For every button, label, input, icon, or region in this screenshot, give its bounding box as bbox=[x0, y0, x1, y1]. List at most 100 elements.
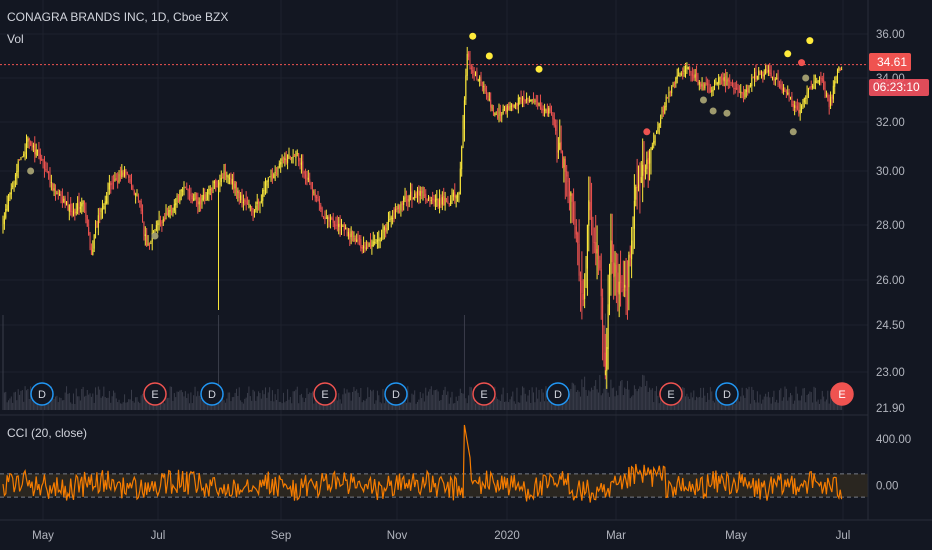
volume-bar bbox=[150, 401, 152, 410]
volume-bar bbox=[436, 389, 438, 410]
candle-body bbox=[614, 263, 616, 277]
volume-bar bbox=[533, 392, 535, 410]
volume-bar bbox=[682, 387, 684, 410]
volume-bar bbox=[621, 379, 623, 410]
candle-body bbox=[338, 223, 340, 227]
volume-bar bbox=[191, 403, 193, 410]
volume-bar bbox=[602, 393, 604, 410]
volume-bar bbox=[129, 399, 131, 410]
candle-body bbox=[816, 81, 818, 83]
earnings-marker[interactable]: E bbox=[830, 382, 854, 406]
volume-bar bbox=[452, 403, 454, 410]
candle-body bbox=[401, 203, 403, 205]
event-label: D bbox=[392, 389, 400, 401]
candle-body bbox=[650, 147, 652, 151]
candle-body bbox=[745, 89, 747, 92]
volume-bar bbox=[78, 396, 80, 410]
volume-bar bbox=[632, 395, 634, 410]
candle-body bbox=[235, 184, 237, 194]
candle-body bbox=[693, 74, 695, 79]
volume-bar bbox=[459, 388, 461, 410]
volume-bar bbox=[135, 397, 137, 410]
dividend-marker[interactable]: D bbox=[715, 382, 739, 406]
dividend-marker[interactable]: D bbox=[30, 382, 54, 406]
earnings-marker[interactable]: E bbox=[313, 382, 337, 406]
candle-body bbox=[27, 138, 29, 142]
volume-bar bbox=[28, 398, 30, 410]
candle-body bbox=[520, 97, 522, 103]
volume-bar bbox=[810, 392, 812, 410]
candle-body bbox=[462, 120, 464, 146]
volume-bar bbox=[136, 397, 138, 410]
volume-bar bbox=[827, 390, 829, 410]
candle-body bbox=[664, 106, 666, 114]
volume-bar bbox=[353, 386, 355, 410]
candle-body bbox=[269, 176, 271, 178]
candle-body bbox=[817, 80, 819, 82]
volume-bar bbox=[219, 398, 221, 410]
earnings-marker[interactable]: E bbox=[659, 382, 683, 406]
volume-bar bbox=[338, 393, 340, 410]
candle-body bbox=[25, 141, 27, 152]
candle-body bbox=[729, 79, 731, 83]
volume-bar bbox=[114, 392, 116, 410]
volume-bar bbox=[367, 387, 369, 410]
candle-body bbox=[458, 193, 460, 195]
candle-body bbox=[106, 195, 108, 204]
candle-body bbox=[553, 118, 555, 126]
time-axis[interactable]: May Jul Sep Nov 2020 Mar May Jul bbox=[32, 530, 850, 542]
volume-bar bbox=[508, 402, 510, 410]
volume-bar bbox=[426, 395, 428, 410]
dividend-marker[interactable]: D bbox=[384, 382, 408, 406]
price-tick-label: 26.00 bbox=[876, 275, 905, 287]
candle-body bbox=[686, 67, 688, 69]
cci-axis[interactable]: 400.00 0.00 bbox=[876, 434, 911, 493]
candle-body bbox=[577, 232, 579, 244]
candle-body bbox=[472, 69, 474, 74]
dividend-marker[interactable]: D bbox=[200, 382, 224, 406]
event-label: E bbox=[321, 389, 328, 401]
volume-bar bbox=[184, 391, 186, 410]
volume-bar bbox=[432, 394, 434, 410]
candle-body bbox=[247, 202, 249, 204]
volume-bar bbox=[260, 398, 262, 410]
volume-bar bbox=[461, 392, 463, 410]
candle-body bbox=[694, 74, 696, 78]
volume-bar bbox=[466, 403, 468, 410]
candle-body bbox=[633, 200, 635, 229]
event-label: D bbox=[554, 389, 562, 401]
candle-body bbox=[611, 240, 613, 262]
candle-body bbox=[408, 195, 410, 202]
candle-body bbox=[364, 244, 366, 249]
volume-bar bbox=[24, 386, 26, 410]
candle-body bbox=[625, 286, 627, 292]
volume-bar bbox=[542, 392, 544, 410]
volume-bar bbox=[186, 397, 188, 410]
earnings-marker[interactable]: E bbox=[472, 382, 496, 406]
candle-body bbox=[157, 223, 159, 225]
earnings-marker[interactable]: E bbox=[143, 382, 167, 406]
candle-body bbox=[81, 203, 83, 207]
volume-bar bbox=[148, 401, 150, 410]
volume-bar bbox=[631, 396, 633, 410]
volume-bar bbox=[19, 394, 21, 410]
volume-bar bbox=[215, 403, 217, 410]
volume-bar bbox=[441, 394, 443, 410]
event-label: E bbox=[667, 389, 674, 401]
candle-body bbox=[545, 109, 547, 111]
candle-body bbox=[42, 160, 44, 162]
candle-body bbox=[765, 68, 767, 75]
dividend-marker[interactable]: D bbox=[546, 382, 570, 406]
candle-body bbox=[578, 244, 580, 276]
candle-body bbox=[709, 87, 711, 93]
volume-bar bbox=[694, 400, 696, 410]
candle-body bbox=[205, 199, 207, 201]
volume-bar bbox=[300, 393, 302, 410]
volume-bar bbox=[357, 392, 359, 410]
volume-bar bbox=[795, 386, 797, 410]
candle-body bbox=[125, 171, 127, 174]
volume-bar bbox=[825, 399, 827, 410]
volume-bar bbox=[586, 395, 588, 410]
volume-bar bbox=[339, 399, 341, 410]
